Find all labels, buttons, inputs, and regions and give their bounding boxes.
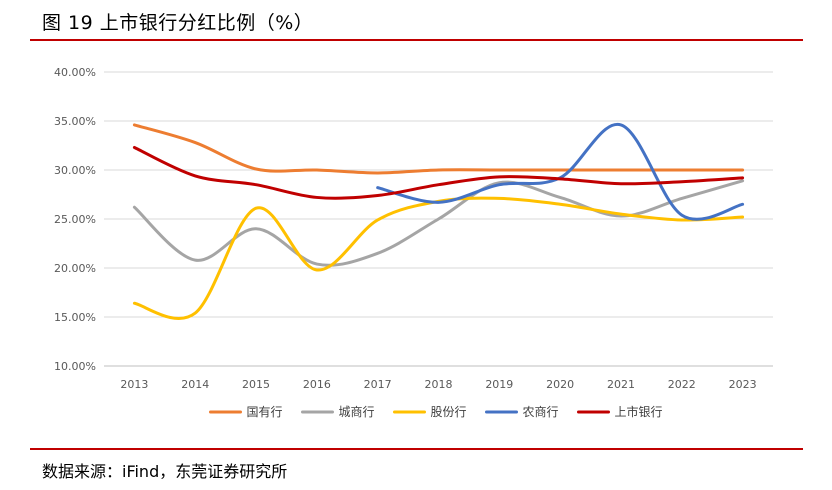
legend-label: 城商行: [339, 404, 375, 419]
series-line-股份行: [132, 196, 745, 320]
legend-label: 上市银行: [615, 404, 663, 419]
x-tick-label: 2016: [303, 378, 331, 391]
x-tick-label: 2019: [485, 378, 513, 391]
y-tick-label: 10.00%: [54, 360, 96, 373]
series-lines: [132, 123, 745, 320]
x-tick-label: 2022: [668, 378, 696, 391]
legend: 国有行 城商行 股份行 农商行 上市银行: [209, 404, 663, 419]
y-tick-label: 25.00%: [54, 213, 96, 226]
x-tick-label: 2017: [364, 378, 392, 391]
y-tick-label: 40.00%: [54, 66, 96, 79]
y-axis-ticks: 10.00% 15.00% 20.00% 25.00% 30.00% 35.00% 40.0…: [54, 66, 96, 373]
x-tick-label: 2015: [242, 378, 270, 391]
source-note: 数据来源：iFind，东莞证券研究所: [42, 462, 288, 481]
source-divider: [30, 448, 803, 450]
y-tick-label: 20.00%: [54, 262, 96, 275]
line-chart: 10.00% 15.00% 20.00% 25.00% 30.00% 35.00% 40.0…: [54, 66, 773, 419]
series-line-上市银行: [132, 145, 745, 200]
y-tick-label: 35.00%: [54, 115, 96, 128]
x-tick-label: 2018: [425, 378, 453, 391]
x-tick-label: 2023: [729, 378, 757, 391]
chart-title: 图 19 上市银行分红比例（%）: [42, 12, 314, 34]
title-divider: [30, 39, 803, 41]
legend-label: 国有行: [247, 405, 283, 419]
x-tick-label: 2013: [120, 378, 148, 391]
y-tick-label: 15.00%: [54, 311, 96, 324]
x-axis-ticks: 2013 2014 2015 2016 2017 2018 2019 2020 2021 2022…: [120, 378, 756, 391]
x-tick-label: 2020: [546, 378, 574, 391]
x-tick-label: 2021: [607, 378, 635, 391]
series-line-国有行: [132, 123, 745, 175]
legend-label: 农商行: [523, 404, 559, 419]
x-tick-label: 2014: [181, 378, 209, 391]
legend-label: 股份行: [431, 405, 467, 419]
y-tick-label: 30.00%: [54, 164, 96, 177]
series-line-城商行: [132, 179, 745, 267]
series-line-农商行: [376, 123, 745, 221]
